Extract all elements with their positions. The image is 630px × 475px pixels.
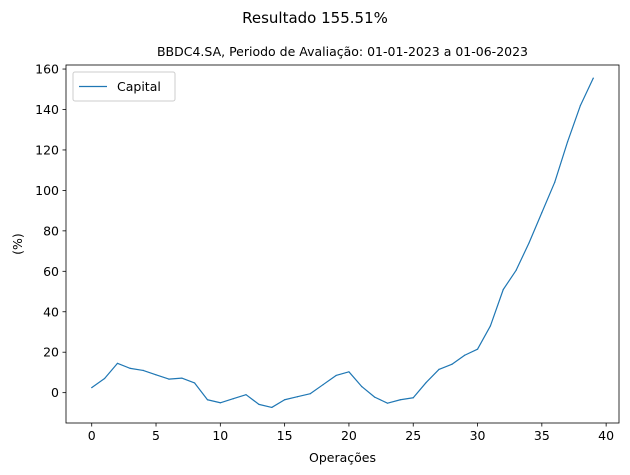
y-tick-label: 60 — [43, 264, 59, 279]
data-point — [476, 348, 479, 350]
data-point — [451, 363, 453, 365]
x-tick-label: 40 — [598, 428, 614, 443]
x-tick-label: 20 — [341, 428, 357, 443]
y-axis-label: (%) — [10, 233, 25, 255]
data-point — [91, 387, 93, 389]
chart-suptitle: Resultado 155.51% — [242, 9, 388, 27]
data-point — [528, 242, 530, 244]
data-point — [592, 77, 594, 79]
y-tick-label: 40 — [43, 304, 59, 319]
data-point — [309, 393, 311, 395]
data-point — [271, 406, 273, 409]
data-point — [489, 325, 491, 327]
axes-frame — [65, 64, 620, 424]
data-point — [438, 368, 440, 370]
legend-box — [72, 71, 176, 102]
data-point — [103, 377, 106, 380]
data-point — [155, 374, 157, 376]
data-point — [361, 385, 363, 388]
data-point — [322, 383, 324, 386]
data-point — [502, 288, 504, 291]
data-point — [194, 382, 196, 384]
data-point — [335, 374, 337, 377]
y-tick-label: 0 — [51, 385, 59, 400]
data-point — [116, 362, 119, 364]
data-point — [129, 367, 131, 369]
y-tick-label: 160 — [35, 62, 59, 77]
x-tick-label: 5 — [152, 428, 160, 443]
x-tick-label: 15 — [277, 428, 293, 443]
legend-label-capital: Capital — [117, 79, 161, 94]
data-point — [515, 269, 517, 271]
data-point — [566, 141, 569, 143]
data-point — [168, 378, 170, 380]
data-point — [348, 371, 350, 373]
plot-area — [91, 77, 594, 409]
x-tick-label: 35 — [534, 428, 550, 443]
legend: Capital — [72, 71, 176, 102]
data-point — [258, 403, 260, 405]
x-tick-label: 0 — [88, 428, 96, 443]
axes: 0 5 10 15 20 25 30 35 40 0 20 40 60 80 100 120 140 160 — [35, 62, 620, 443]
data-point — [464, 354, 466, 356]
y-tick-label: 20 — [43, 345, 59, 360]
y-tick-label: 120 — [35, 142, 59, 157]
data-point — [399, 399, 401, 401]
data-point — [181, 377, 183, 379]
data-point — [284, 399, 286, 401]
y-tick-label: 140 — [35, 102, 59, 117]
y-tick-label: 100 — [35, 183, 59, 198]
data-point — [245, 394, 247, 396]
data-point — [232, 398, 234, 400]
x-tick-label: 10 — [212, 428, 228, 443]
x-tick-label: 25 — [405, 428, 421, 443]
data-point — [554, 181, 556, 183]
data-point — [412, 397, 414, 399]
data-point — [296, 396, 299, 398]
data-point — [579, 104, 582, 107]
data-point — [541, 212, 543, 214]
x-axis-label: Operações — [309, 450, 376, 465]
chart-subtitle: BBDC4.SA, Periodo de Avaliação: 01-01-20… — [156, 44, 529, 59]
x-tick-label: 30 — [470, 428, 486, 443]
data-point — [219, 402, 221, 404]
data-point — [374, 396, 376, 398]
data-point — [386, 402, 389, 404]
y-tick-label: 80 — [43, 223, 59, 238]
data-point — [206, 399, 209, 401]
series-line-0 — [91, 77, 594, 409]
data-point — [425, 381, 427, 384]
data-point — [142, 369, 144, 372]
